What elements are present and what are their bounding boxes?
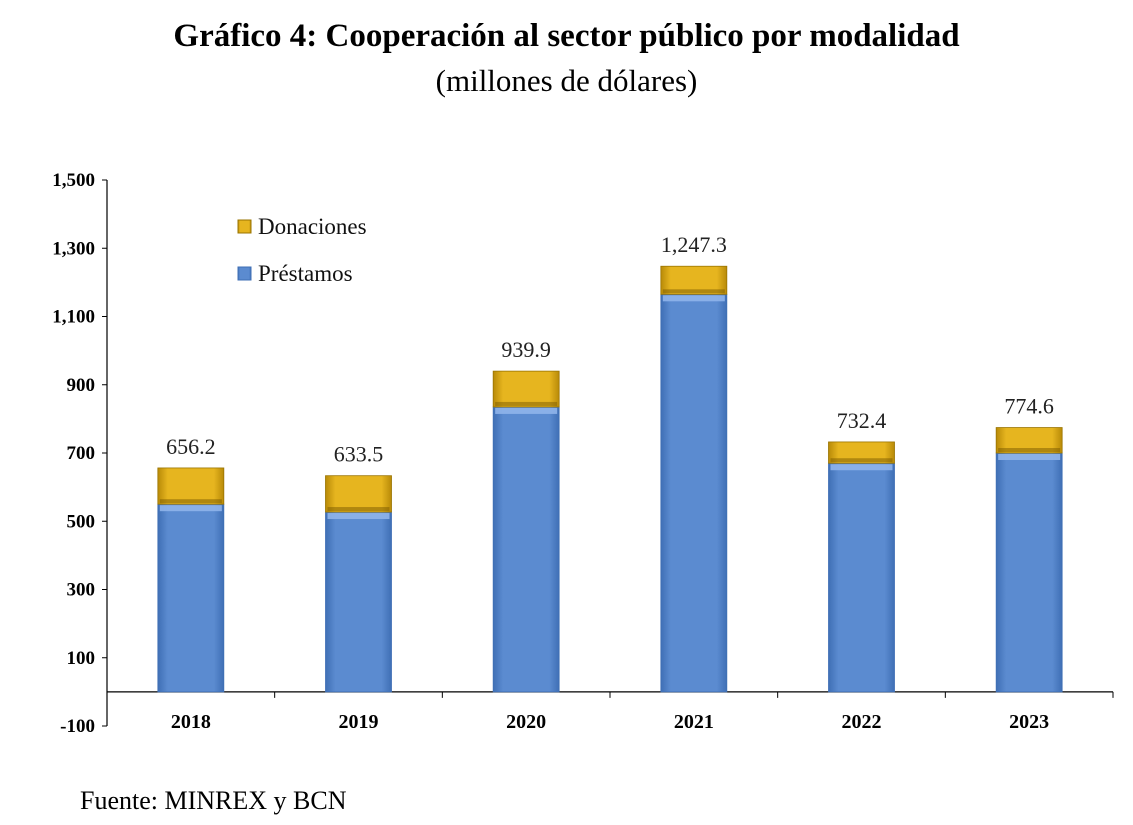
x-tick-label-2020: 2020 xyxy=(506,711,546,733)
chart-bars xyxy=(157,265,1063,693)
bar-prestamos-bevel-2020 xyxy=(495,407,558,414)
bar-donaciones-2019 xyxy=(325,475,392,513)
data-label-total-2022: 732.4 xyxy=(837,408,887,433)
chart-title: Gráfico 4: Cooperación al sector público… xyxy=(173,18,960,54)
legend-label-donaciones: Donaciones xyxy=(258,214,367,239)
legend-swatch-donaciones xyxy=(237,219,252,234)
y-tick-label: 1,100 xyxy=(52,307,95,328)
bar-donaciones-bevel-2023 xyxy=(998,448,1061,452)
x-tick-label-2023: 2023 xyxy=(1009,711,1049,733)
chart-legend: Donaciones Préstamos xyxy=(237,214,367,286)
bar-donaciones-bevel-2019 xyxy=(327,507,390,512)
x-tick-label-2021: 2021 xyxy=(674,711,714,733)
bar-donaciones-2018 xyxy=(157,467,225,505)
bar-prestamos-2022 xyxy=(828,462,895,693)
chart-subtitle: (millones de dólares) xyxy=(435,63,698,98)
x-tick-label-2019: 2019 xyxy=(339,711,379,733)
bar-prestamos-2019 xyxy=(325,511,392,693)
bar-donaciones-bevel-2018 xyxy=(159,499,222,504)
bar-donaciones-bevel-2022 xyxy=(830,458,893,463)
bar-prestamos-2021 xyxy=(660,293,728,693)
legend-label-prestamos: Préstamos xyxy=(258,261,353,286)
y-tick-label: 100 xyxy=(67,648,96,669)
bar-prestamos-2018 xyxy=(157,503,225,693)
bar-prestamos-bevel-2023 xyxy=(998,454,1061,460)
y-tick-label: 700 xyxy=(67,443,96,464)
bar-donaciones-bevel-2020 xyxy=(495,401,558,406)
source-note: Fuente: MINREX y BCN xyxy=(80,786,347,815)
y-tick-label: 300 xyxy=(67,580,96,601)
bar-donaciones-bevel-2021 xyxy=(662,289,725,294)
data-label-total-2023: 774.6 xyxy=(1004,394,1054,419)
chart-labels: 656.2 2018 633.5 2019 939.9 2020 1,247.3 2021 73… xyxy=(166,232,1054,733)
legend-swatch-prestamos xyxy=(237,266,252,281)
data-label-total-2021: 1,247.3 xyxy=(661,232,727,257)
bar-prestamos-bevel-2019 xyxy=(327,513,390,520)
data-label-total-2019: 633.5 xyxy=(334,442,384,467)
bar-donaciones-2020 xyxy=(492,370,560,408)
data-label-total-2020: 939.9 xyxy=(501,337,551,362)
x-tick-label-2022: 2022 xyxy=(842,711,882,733)
chart-axes: 1,500 1,300 1,100 900 700 500 300 100 -100 xyxy=(52,170,1114,737)
bar-prestamos-bevel-2021 xyxy=(662,295,725,302)
y-tick-label: 1,500 xyxy=(52,170,95,191)
data-label-total-2018: 656.2 xyxy=(166,434,216,459)
y-tick-label: 1,300 xyxy=(52,238,95,259)
y-tick-label: -100 xyxy=(60,716,95,737)
y-tick-label: 900 xyxy=(67,375,96,396)
bar-donaciones-2022 xyxy=(828,441,895,464)
bar-prestamos-bevel-2022 xyxy=(830,464,893,471)
y-tick-label: 500 xyxy=(67,511,96,532)
bar-prestamos-2023 xyxy=(995,452,1063,693)
x-tick-label-2018: 2018 xyxy=(171,711,211,733)
bar-prestamos-bevel-2018 xyxy=(159,505,222,512)
bar-prestamos-2020 xyxy=(492,406,560,693)
